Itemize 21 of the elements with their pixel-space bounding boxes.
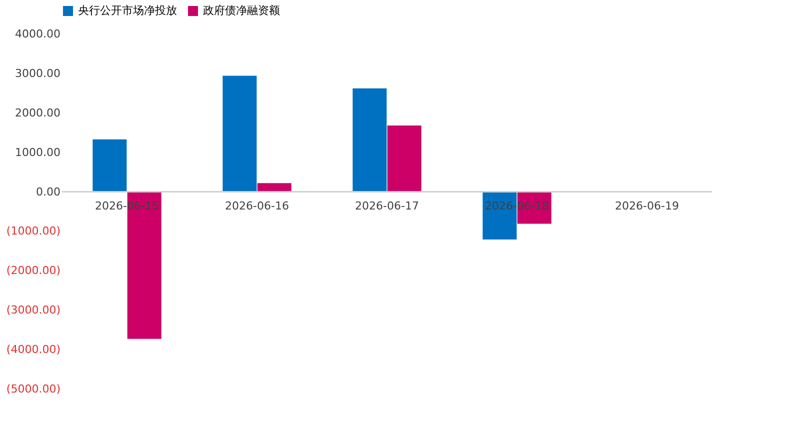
y-tick-label: (2000.00)	[6, 264, 60, 278]
bar	[257, 183, 292, 192]
x-tick-label: 2026-06-19	[615, 199, 679, 212]
y-tick-label: (4000.00)	[6, 343, 60, 356]
legend-label: 央行公开市场净投放	[78, 4, 177, 17]
y-tick-label: (3000.00)	[6, 304, 60, 317]
y-tick-label: 1000.00	[15, 146, 60, 159]
x-tick-label: 2026-06-17	[355, 199, 419, 212]
y-tick-label: 3000.00	[15, 66, 60, 80]
y-tick-label: 0.00	[36, 185, 60, 198]
bar	[222, 76, 257, 192]
y-tick-label: 2000.00	[15, 106, 60, 120]
y-tick-label: (1000.00)	[6, 224, 60, 238]
bar	[92, 139, 127, 192]
y-tick-label: 4000.00	[15, 28, 60, 40]
x-tick-label: 2026-06-16	[225, 199, 289, 212]
bar	[387, 126, 422, 192]
legend-label: 政府债净融资额	[203, 4, 280, 17]
bar	[352, 88, 387, 192]
x-tick-label: 2026-06-18	[485, 199, 549, 212]
y-tick-label: (5000.00)	[6, 382, 60, 396]
